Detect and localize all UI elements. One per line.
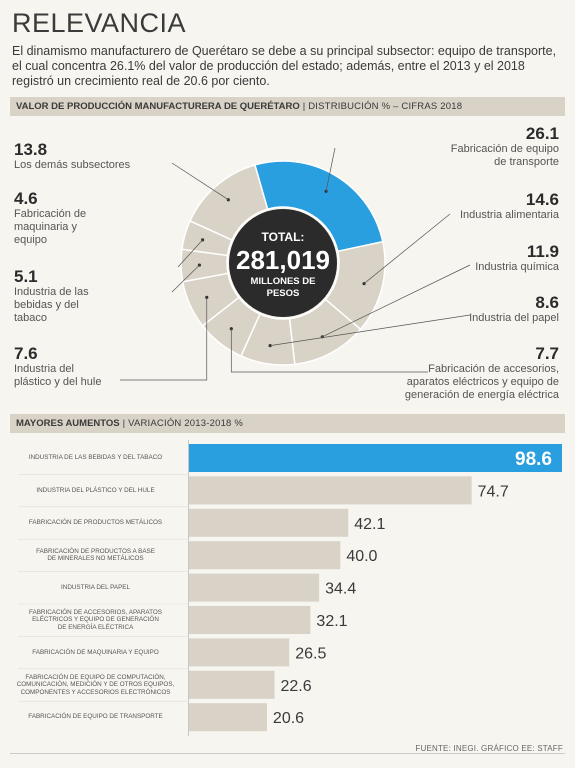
bar-category-label-line: FABRICACIÓN DE PRODUCTOS A BASE bbox=[36, 547, 155, 555]
pie-category: Industria del plástico y del hule bbox=[14, 363, 102, 388]
bar-value-label: 26.5 bbox=[295, 645, 326, 662]
bar-category-label: FABRICACIÓN DE EQUIPO DE TRANSPORTE bbox=[8, 713, 183, 721]
center-total-text: PESOS bbox=[267, 288, 300, 299]
bar-category-label-line: COMPONENTES Y ACCESORIOS ELECTRÓNICOS bbox=[20, 688, 171, 696]
pie-value: 7.7 bbox=[535, 344, 559, 363]
bar-value-label: 98.6 bbox=[515, 449, 552, 470]
section-subtitle: VARIACIÓN 2013-2018 % bbox=[128, 418, 244, 429]
pie-category: Industria del papel bbox=[469, 312, 559, 324]
section-title: MAYORES AUMENTOS bbox=[16, 418, 120, 429]
bar-category-label-line: ELÉCTRICOS Y EQUIPO DE GENERACIÓN bbox=[32, 616, 159, 624]
bar bbox=[189, 444, 562, 472]
leader-line bbox=[230, 328, 428, 373]
bar-category-label-line: FABRICACIÓN DE PRODUCTOS METÁLICOS bbox=[28, 519, 163, 527]
pie-label-accesorios: 7.7 Fabricación de accesorios, aparatos … bbox=[394, 344, 559, 402]
bar-category-label-line: DE ENERGÍA ELÉCTRICA bbox=[57, 623, 134, 631]
bar-category-label: INDUSTRIA DEL PAPEL bbox=[8, 584, 183, 592]
section-title: VALOR DE PRODUCCIÓN MANUFACTURERA DE QUE… bbox=[16, 101, 300, 112]
source-note: FUENTE: INEGI. GRÁFICO EE: STAFF bbox=[415, 744, 563, 753]
leader-line bbox=[322, 264, 471, 338]
pie-value: 5.1 bbox=[14, 267, 38, 286]
center-total-text: MILLONES DE bbox=[251, 276, 316, 287]
bar-category-label: FABRICACIÓN DE PRODUCTOS A BASE DE MINERA… bbox=[8, 548, 183, 563]
leader-line bbox=[120, 297, 208, 381]
pie-value: 11.9 bbox=[526, 242, 559, 261]
section-separator: | bbox=[302, 101, 306, 112]
bar-category-label: INDUSTRIA DE LAS BEBIDAS Y DEL TABACO bbox=[8, 454, 183, 462]
pie-label-maquinaria: 4.6 Fabricación de maquinaria y equipo bbox=[14, 189, 109, 247]
bar bbox=[189, 541, 341, 570]
pie-category: Fabricación de accesorios, aparatos eléc… bbox=[404, 363, 559, 401]
pie-center-disc bbox=[229, 209, 337, 317]
pie-value: 7.6 bbox=[14, 344, 38, 363]
pie-label-alimentaria: 14.6 Industria alimentaria bbox=[419, 190, 559, 222]
bar bbox=[189, 670, 275, 699]
bar-category-label-line: FABRICACIÓN DE MAQUINARIA Y EQUIPO bbox=[32, 648, 159, 656]
pie-value: 14.6 bbox=[525, 190, 559, 209]
section-subtitle: DISTRIBUCIÓN % – CIFRAS 2018 bbox=[308, 101, 463, 112]
pie-value: 4.6 bbox=[14, 189, 38, 208]
bar bbox=[189, 508, 349, 537]
leader-line bbox=[363, 213, 451, 284]
bar-category-label-line: INDUSTRIA DE LAS BEBIDAS Y DEL TABACO bbox=[28, 454, 163, 462]
bar-category-label-line: FABRICACIÓN DE ACCESORIOS, APARATOS bbox=[29, 608, 162, 616]
section-header-distribution: VALOR DE PRODUCCIÓN MANUFACTURERA DE QUE… bbox=[10, 97, 565, 116]
section-header-increases: MAYORES AUMENTOS | VARIACIÓN 2013-2018 % bbox=[10, 414, 565, 433]
bar-value-label: 42.1 bbox=[354, 516, 385, 533]
bar-value-label: 34.4 bbox=[325, 581, 356, 598]
pie-label-plastico: 7.6 Industria del plástico y del hule bbox=[14, 344, 114, 389]
bar-category-label-line: DE MINERALES NO METÁLICOS bbox=[47, 555, 144, 563]
pie-value: 26.1 bbox=[525, 124, 559, 143]
section-separator: | bbox=[122, 418, 126, 429]
bar-value-label: 20.6 bbox=[273, 710, 304, 727]
bar bbox=[189, 573, 320, 602]
bar-value-label: 40.0 bbox=[346, 548, 377, 565]
pie-value: 8.6 bbox=[535, 293, 559, 312]
page-title: RELEVANCIA bbox=[12, 8, 187, 38]
bar bbox=[189, 638, 290, 667]
bar-category-label: FABRICACIÓN DE PRODUCTOS METÁLICOS bbox=[8, 519, 183, 527]
bar-value-label: 74.7 bbox=[478, 483, 509, 500]
pie-category: Fabricación de equipo de transporte bbox=[450, 143, 559, 168]
intro-text: El dinamismo manufacturero de Querétaro … bbox=[12, 44, 557, 88]
bar-category-label-line: FABRICACIÓN DE EQUIPO DE TRANSPORTE bbox=[28, 713, 163, 721]
pie-slice bbox=[253, 160, 384, 253]
pie-label-bebidas: 5.1 Industria de las bebidas y del tabac… bbox=[14, 267, 104, 325]
pie-value: 13.8 bbox=[14, 140, 48, 159]
pie-label-otros: 13.8 Los demás subsectores bbox=[14, 140, 130, 172]
bar-category-label: FABRICACIÓN DE MAQUINARIA Y EQUIPO bbox=[8, 649, 183, 657]
pie-category: Industria alimentaria bbox=[459, 209, 559, 221]
bar-category-label-line: INDUSTRIA DEL PAPEL bbox=[61, 583, 130, 591]
leader-line bbox=[171, 162, 229, 201]
leader-line bbox=[325, 147, 336, 192]
bar-value-label: 22.6 bbox=[280, 678, 311, 695]
bar-category-label-line: FABRICACIÓN DE EQUIPO DE COMPUTACIÓN, bbox=[25, 673, 166, 681]
bar-category-label: FABRICACIÓN DE EQUIPO DE COMPUTACIÓN, COM… bbox=[8, 674, 183, 697]
bar-category-label-line: COMUNICACIÓN, MEDICIÓN Y DE OTROS EQUIPO… bbox=[16, 681, 175, 689]
bar-value-label: 32.1 bbox=[316, 613, 347, 630]
bar bbox=[189, 703, 267, 732]
leader-line bbox=[171, 264, 200, 293]
leader-line bbox=[177, 239, 203, 268]
divider bbox=[10, 753, 565, 754]
pie-category: Industria química bbox=[475, 261, 559, 273]
pie-category: Industria de las bebidas y del tabaco bbox=[14, 286, 89, 324]
pie-category: Los demás subsectores bbox=[14, 159, 131, 171]
center-total-text: TOTAL: bbox=[262, 230, 305, 244]
center-total-text: 281,019 bbox=[236, 245, 330, 275]
bar bbox=[189, 476, 472, 505]
pie-slice bbox=[189, 164, 269, 241]
pie-label-quimica: 11.9 Industria química bbox=[439, 242, 559, 274]
bar-category-label-line: INDUSTRIA DEL PLÁSTICO Y DEL HULE bbox=[36, 486, 155, 494]
bar bbox=[189, 606, 311, 634]
leader-line bbox=[270, 314, 471, 346]
pie-label-transporte: 26.1 Fabricación de equipo de transporte bbox=[439, 124, 559, 169]
pie-label-papel: 8.6 Industria del papel bbox=[439, 293, 559, 325]
bar-category-label: FABRICACIÓN DE ACCESORIOS, APARATOS ELÉCT… bbox=[8, 609, 183, 632]
pie-category: Fabricación de maquinaria y equipo bbox=[14, 208, 87, 246]
bar-category-label: INDUSTRIA DEL PLÁSTICO Y DEL HULE bbox=[8, 487, 183, 495]
